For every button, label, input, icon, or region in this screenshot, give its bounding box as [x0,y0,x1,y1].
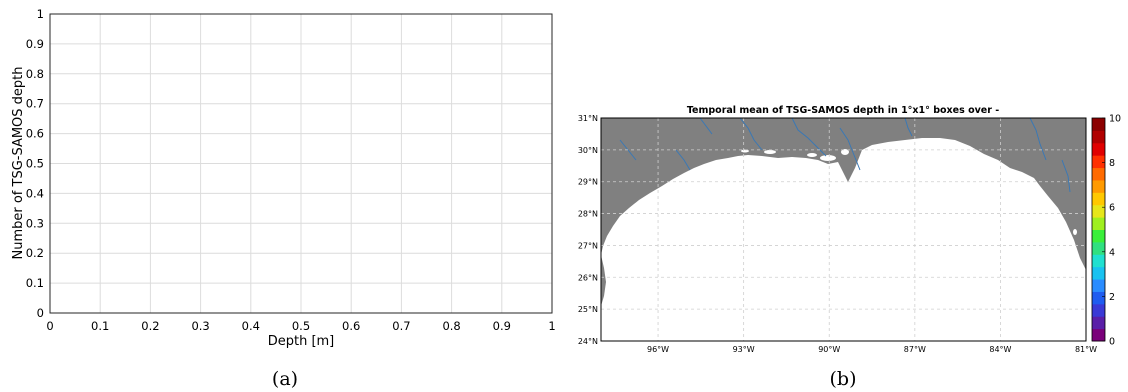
y-tick-label: 0.4 [26,186,44,200]
colorbar-tick-label: 4 [1109,247,1115,258]
colorbar-segment [1092,241,1105,255]
lat-tick-label: 24°N [578,337,598,346]
lon-tick-label: 93°W [733,345,755,354]
lat-tick-label: 29°N [578,178,598,187]
lon-tick-label: 81°W [1075,345,1097,354]
y-axis-label-a: Number of TSG-SAMOS depth [11,66,26,259]
map-title: Temporal mean of TSG-SAMOS depth in 1°x1… [687,105,999,116]
colorbar-tick-label: 0 [1109,337,1115,348]
colorbar-segment [1092,179,1105,193]
x-tick-label: 0 [46,319,53,333]
y-tick-label: 0.7 [26,97,44,111]
land-southwest-coast [601,255,606,306]
axes-frame-a [49,13,553,314]
x-axis-label-a: Depth [m] [268,334,335,349]
lon-tick-label: 87°W [904,345,926,354]
x-tick-labels-a: 0 0.1 0.2 0.3 0.4 0.5 0.6 0.7 0.8 0.9 1 [46,319,555,333]
gridlines-a [50,14,552,313]
y-tick-label: 1 [37,7,44,21]
colorbar-segment [1092,155,1105,169]
rivers [619,117,1071,193]
x-tick-label: 0.8 [442,319,460,333]
lon-tick-labels: 96°W 93°W 90°W 87°W 84°W 81°W [647,345,1097,354]
lat-tick-label: 31°N [578,114,598,123]
colorbar-tick-label: 8 [1109,158,1115,169]
colorbar-segment [1092,217,1105,230]
lon-tick-label: 90°W [818,345,840,354]
coastal-inlets [741,149,1077,242]
x-tick-label: 0.3 [191,319,209,333]
x-tick-label: 0.5 [292,319,310,333]
lat-tick-label: 25°N [578,305,598,314]
colorbar-segment [1092,291,1105,305]
y-tick-labels-a: 0 0.1 0.2 0.3 0.4 0.5 0.6 0.7 0.8 0.9 1 [26,7,44,320]
colorbar-segment [1092,279,1105,292]
colorbar [1091,117,1106,342]
colorbar-segment [1092,303,1105,317]
colorbar-segment [1092,142,1105,156]
colorbar-segment [1092,118,1105,131]
panel-b-map: Temporal mean of TSG-SAMOS depth in 1°x1… [578,105,1121,390]
colorbar-segment [1092,167,1105,181]
map-gridlines [601,118,1086,341]
caption-a: (a) [272,368,298,390]
lat-tick-label: 26°N [578,273,598,282]
colorbar-segment [1092,316,1105,330]
x-tick-label: 0.7 [392,319,410,333]
colorbar-segment [1092,192,1105,206]
colorbar-segment [1092,204,1105,218]
colorbar-segment [1092,130,1105,144]
x-tick-label: 0.6 [342,319,360,333]
y-tick-label: 0 [37,306,44,320]
colorbar-segment [1092,229,1105,243]
y-tick-label: 0.3 [26,216,44,230]
lat-tick-label: 30°N [578,146,598,155]
map-frame [600,117,1087,342]
y-tick-label: 0.8 [26,67,44,81]
x-tick-label: 0.2 [141,319,159,333]
colorbar-segment [1092,254,1105,268]
y-tick-label: 0.6 [26,127,44,141]
x-tick-label: 1 [548,319,555,333]
y-tick-label: 0.5 [26,157,44,171]
caption-b: (b) [830,368,857,390]
lat-tick-labels: 24°N 25°N 26°N 27°N 28°N 29°N 30°N 31°N [578,114,598,346]
land-north [601,118,1086,270]
colorbar-tick-labels: 0 2 4 6 8 10 [1109,114,1121,348]
panel-a-line-chart: 0 0.1 0.2 0.3 0.4 0.5 0.6 0.7 0.8 0.9 1 0 0.1 0.2 0.3… [11,7,556,390]
y-tick-label: 0.9 [26,37,44,51]
y-tick-label: 0.2 [26,246,44,260]
x-tick-label: 0.1 [91,319,109,333]
lon-tick-label: 84°W [989,345,1011,354]
lon-tick-label: 96°W [647,345,669,354]
colorbar-tick-label: 10 [1109,114,1121,125]
colorbar-frame [1091,117,1106,342]
colorbar-tick-label: 6 [1109,203,1115,214]
lat-tick-label: 28°N [578,210,598,219]
colorbar-segment [1092,328,1105,342]
colorbar-tick-label: 2 [1109,292,1115,303]
colorbar-segment [1092,266,1105,280]
x-tick-label: 0.9 [493,319,511,333]
y-tick-label: 0.1 [26,276,44,290]
lat-tick-label: 27°N [578,241,598,250]
x-tick-label: 0.4 [242,319,260,333]
